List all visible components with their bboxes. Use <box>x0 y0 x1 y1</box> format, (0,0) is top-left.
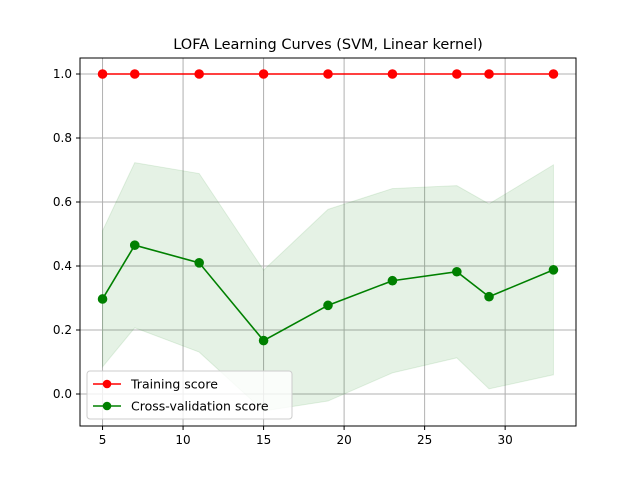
legend-cross-validation-label: Cross-validation score <box>131 399 269 414</box>
training-point <box>323 69 333 79</box>
y-tick-label: 0.0 <box>53 387 72 401</box>
cross-validation-point <box>484 291 494 302</box>
legend-training-swatch-marker <box>102 379 112 389</box>
cross-validation-point <box>129 240 140 250</box>
x-tick-label: 15 <box>256 433 271 447</box>
y-tick-label: 1.0 <box>53 67 72 81</box>
x-tick-label: 30 <box>498 433 513 447</box>
cross-validation-point <box>194 258 204 268</box>
y-tick-label: 0.2 <box>53 323 72 337</box>
cross-validation-point <box>548 265 559 275</box>
training-point <box>194 69 204 79</box>
x-tick-label: 10 <box>175 433 190 447</box>
training-point <box>129 69 140 79</box>
training-point <box>258 69 269 79</box>
cross-validation-point <box>258 335 269 346</box>
training-point <box>548 69 559 79</box>
y-tick-label: 0.6 <box>53 195 72 209</box>
chart-title: LOFA Learning Curves (SVM, Linear kernel… <box>173 37 483 53</box>
cross-validation-point <box>323 300 333 311</box>
cross-validation-std-band <box>102 162 554 412</box>
y-axis-ticks: 0.0 0.2 0.4 0.6 0.8 1.0 <box>53 67 80 401</box>
legend: Training score Cross-validation score <box>86 370 293 420</box>
plot-frame <box>79 57 577 427</box>
x-tick-label: 25 <box>417 433 432 447</box>
x-axis-ticks: 5 10 15 20 25 30 <box>99 426 513 447</box>
training-point <box>452 69 462 79</box>
cross-validation-point <box>387 275 398 286</box>
legend-cross-validation-swatch-marker <box>102 401 112 411</box>
cross-validation-point <box>452 266 462 277</box>
plot-area <box>80 58 576 426</box>
y-tick-label: 0.8 <box>53 131 72 145</box>
training-point <box>97 69 108 79</box>
x-tick-label: 20 <box>336 433 351 447</box>
legend-training-label: Training score <box>130 377 218 392</box>
legend-box <box>86 370 293 420</box>
x-tick-label: 5 <box>99 433 107 447</box>
series-markers <box>97 69 559 346</box>
cross-validation-point <box>97 294 108 304</box>
training-point <box>484 69 494 79</box>
y-tick-label: 0.4 <box>53 259 72 273</box>
training-point <box>387 69 398 79</box>
